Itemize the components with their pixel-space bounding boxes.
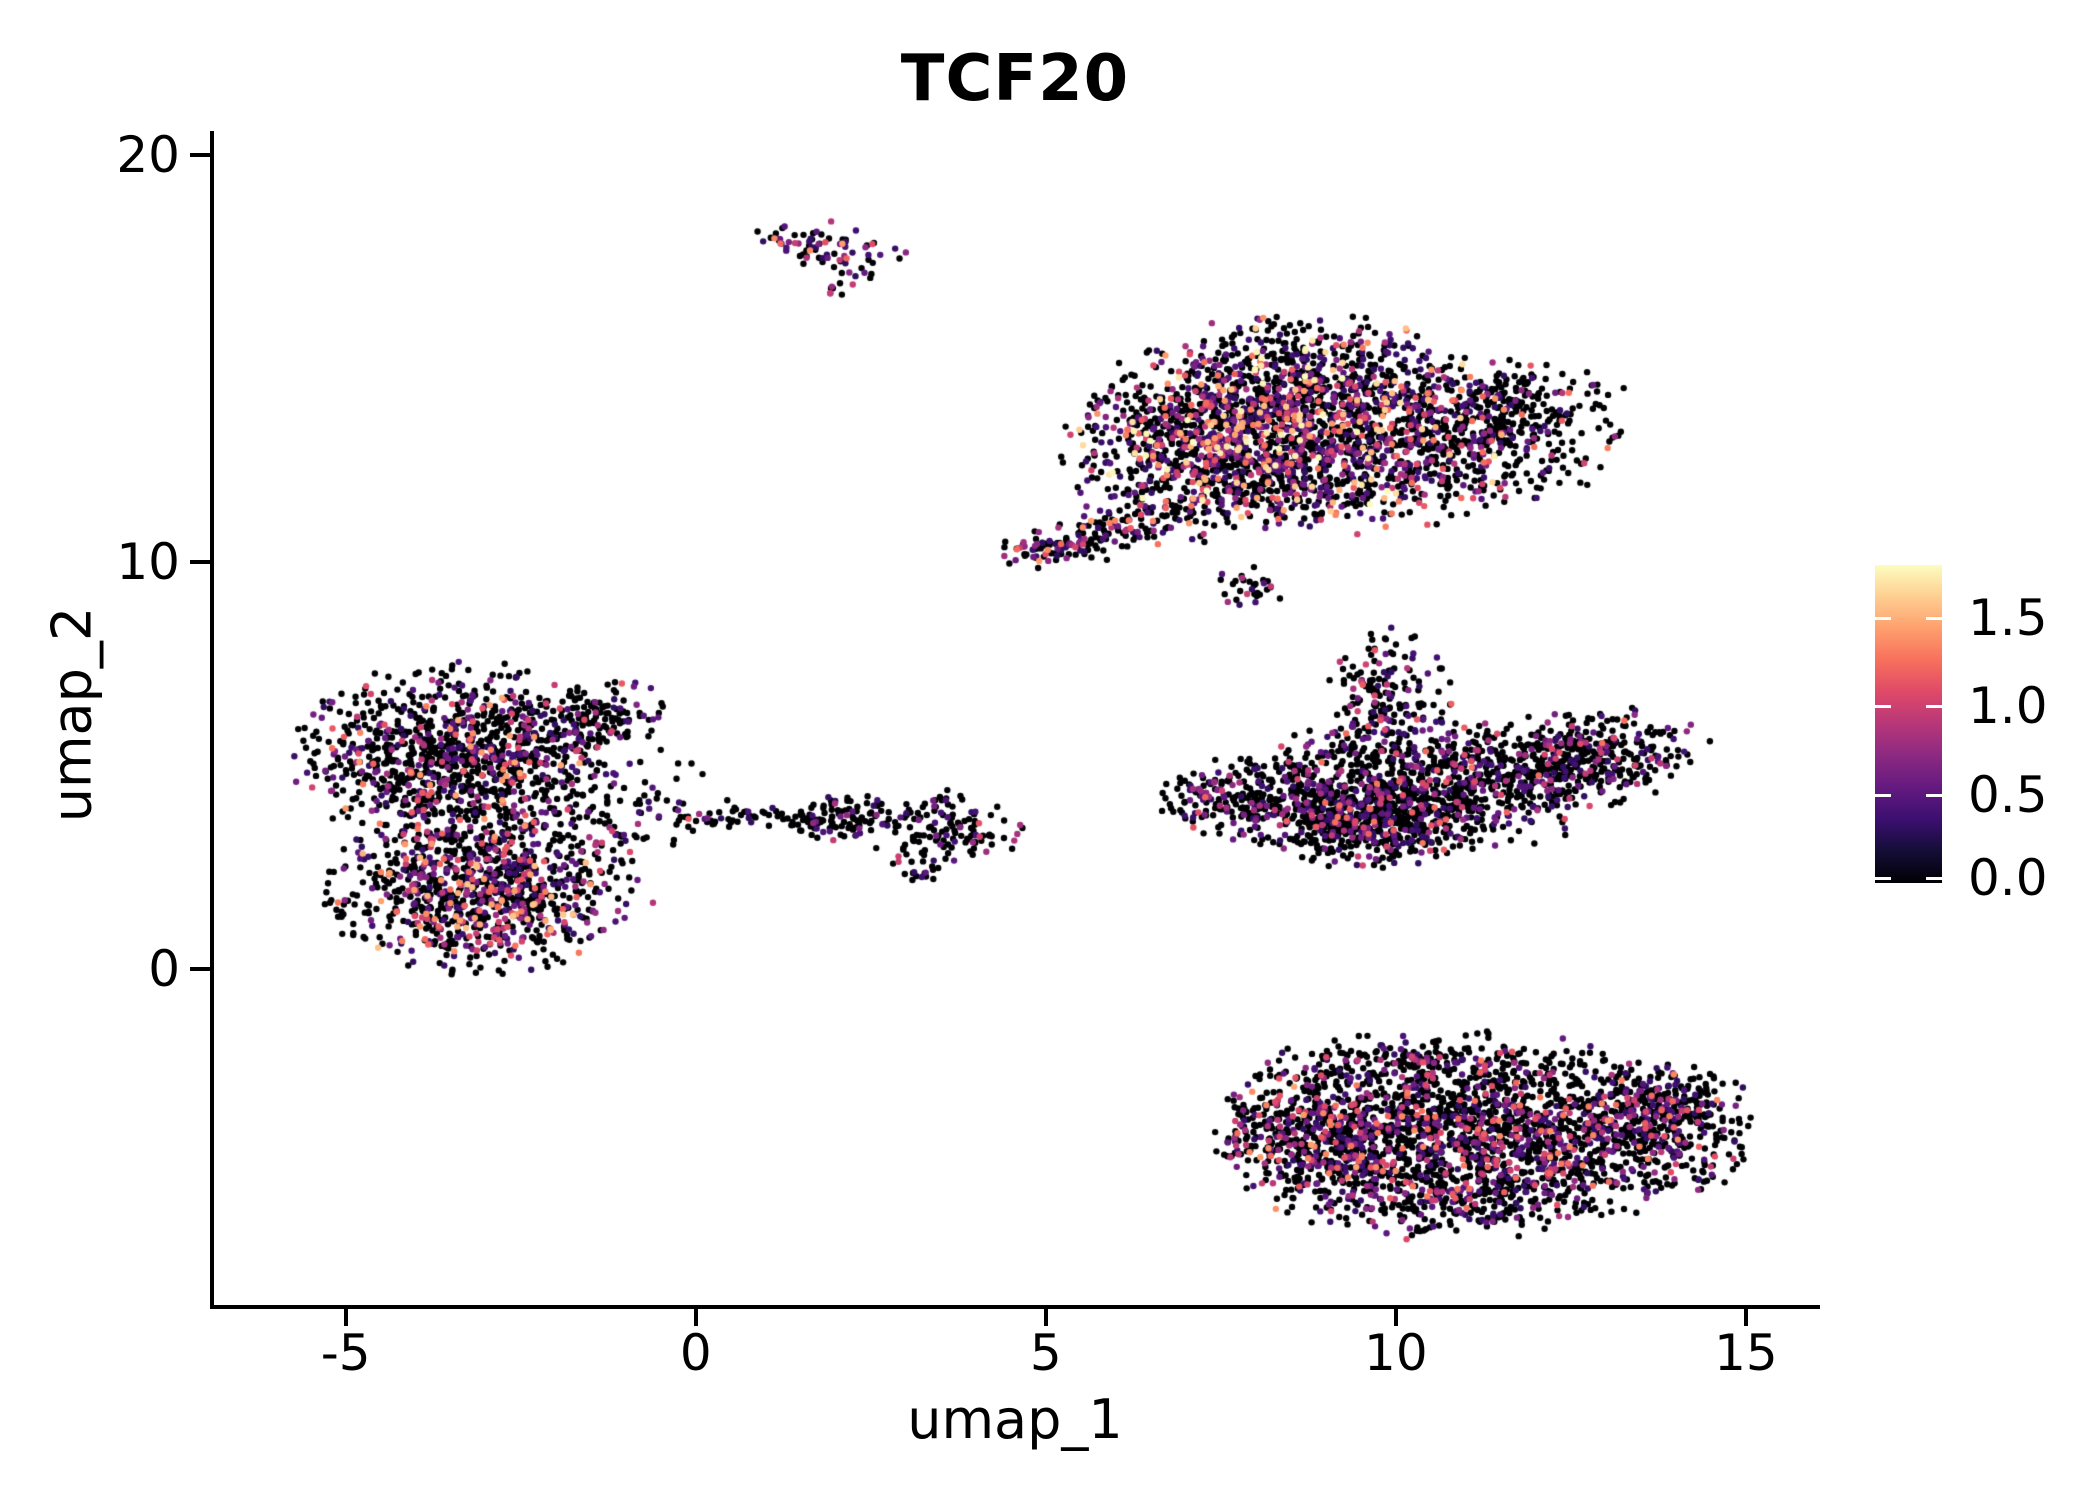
- x-tick-label: 5: [1029, 1324, 1062, 1382]
- y-tick-label: 20: [116, 125, 180, 184]
- y-tick-mark: [190, 966, 210, 971]
- colorbar-tick-label: 1.5: [1968, 589, 2048, 647]
- x-tick-mark: [343, 1309, 348, 1326]
- colorbar-tick-mark: [1875, 617, 1891, 620]
- y-axis-line: [210, 131, 214, 1309]
- colorbar-tick-mark: [1875, 705, 1891, 709]
- colorbar-tick-mark: [1875, 877, 1891, 880]
- x-tick-label: 15: [1714, 1324, 1778, 1382]
- colorbar-tick-mark: [1926, 793, 1942, 797]
- y-tick-mark: [190, 152, 210, 157]
- colorbar-tick-mark: [1926, 877, 1942, 880]
- colorbar-tick-label: 1.0: [1968, 677, 2048, 736]
- x-tick-mark: [1043, 1309, 1048, 1326]
- x-tick-label: 0: [679, 1324, 712, 1382]
- y-tick-label: 0: [148, 939, 180, 998]
- expression-colorbar: [1875, 565, 1942, 883]
- colorbar-tick-label: 0.0: [1968, 849, 2048, 907]
- umap-scatter-canvas: [212, 133, 1818, 1305]
- y-tick-mark: [190, 559, 210, 564]
- x-tick-label: -5: [320, 1324, 371, 1382]
- colorbar-tick-mark: [1926, 705, 1942, 709]
- x-tick-label: 10: [1364, 1324, 1428, 1382]
- colorbar-gradient: [1875, 565, 1942, 883]
- x-tick-mark: [1393, 1309, 1398, 1326]
- chart-title: TCF20: [900, 42, 1130, 116]
- x-axis-title: umap_1: [907, 1388, 1123, 1451]
- x-tick-mark: [1743, 1309, 1748, 1326]
- colorbar-tick-label: 0.5: [1968, 765, 2048, 824]
- x-axis-line: [210, 1305, 1820, 1309]
- y-tick-label: 10: [116, 532, 180, 591]
- colorbar-tick-mark: [1875, 793, 1891, 797]
- colorbar-tick-mark: [1926, 617, 1942, 620]
- x-tick-mark: [693, 1309, 698, 1326]
